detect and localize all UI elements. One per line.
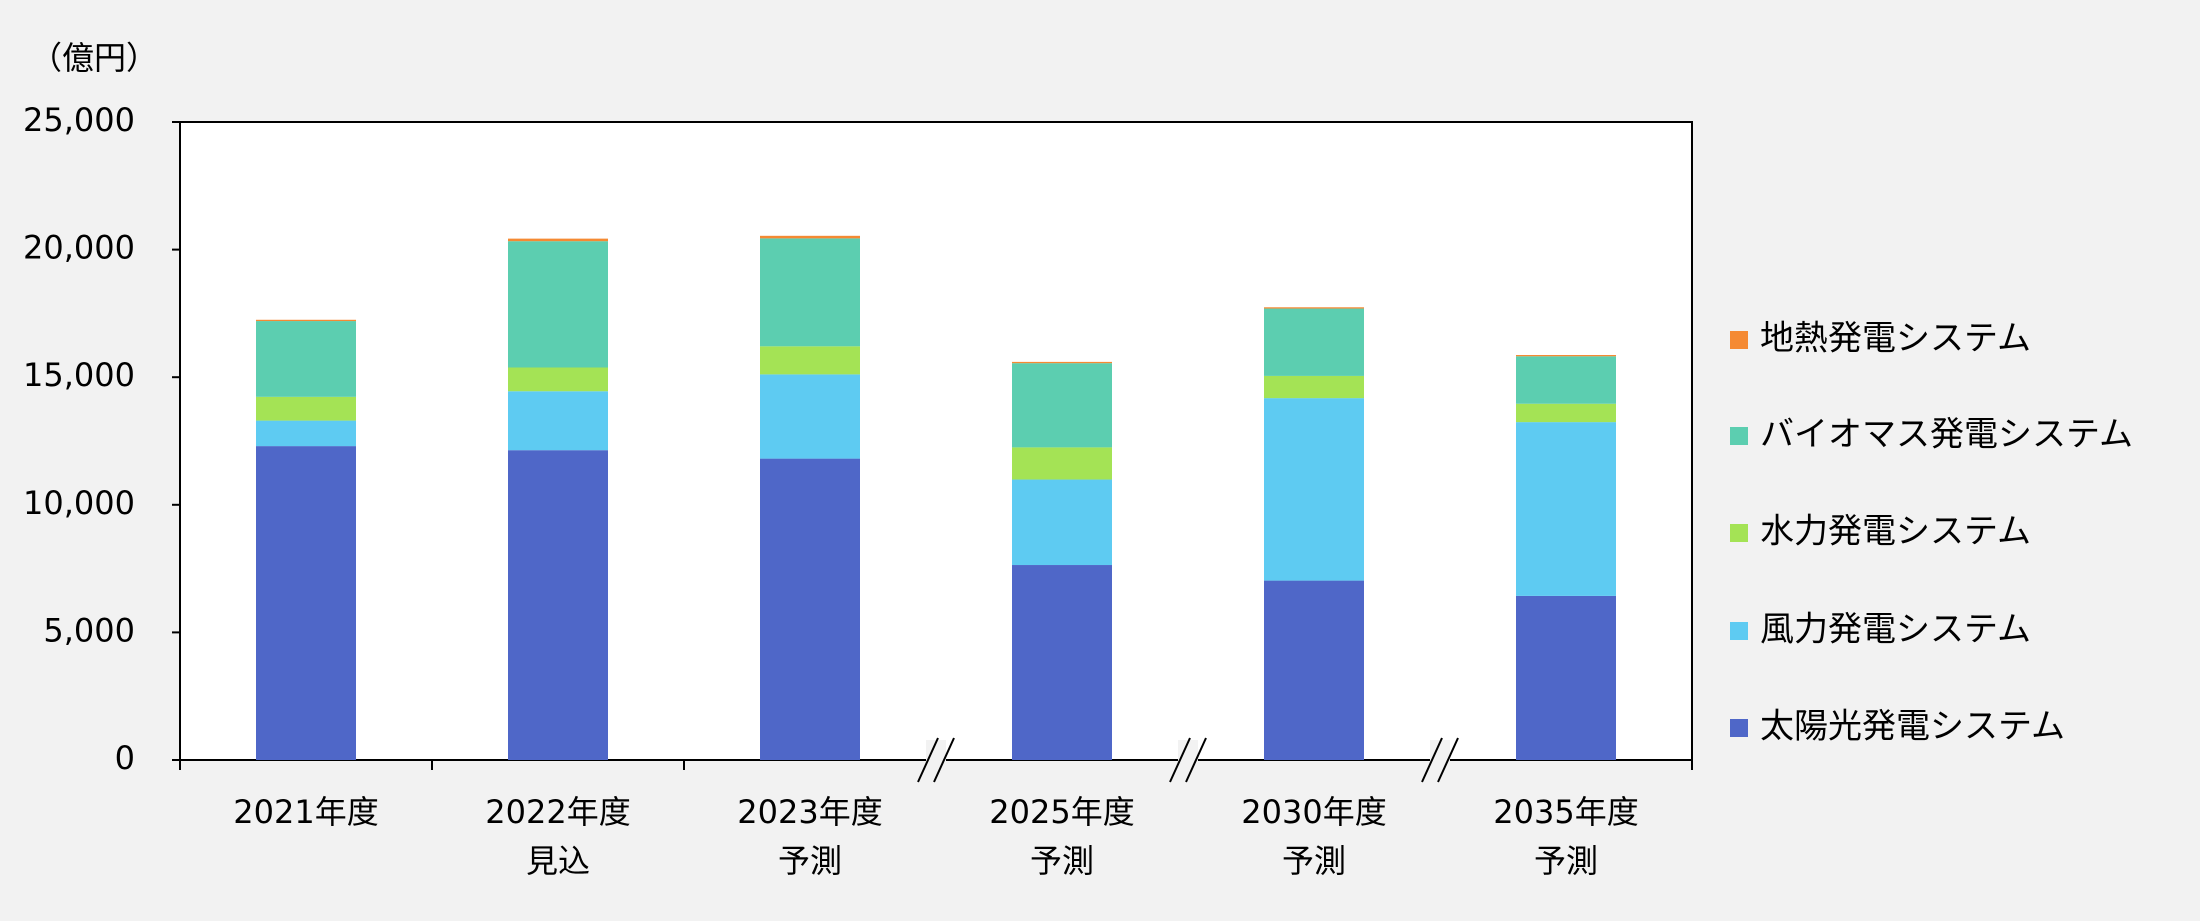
- bar-segment: [1264, 308, 1364, 376]
- bar-segment: [1516, 595, 1616, 760]
- x-tick-label: 2023年度予測: [737, 793, 882, 880]
- bar-segment: [508, 391, 608, 451]
- bar-segment: [1516, 356, 1616, 404]
- y-tick-label: 20,000: [23, 229, 135, 267]
- bar-segment: [508, 367, 608, 392]
- bar-segment: [1012, 565, 1112, 760]
- bar-segment: [1516, 422, 1616, 596]
- bar-segment: [508, 238, 608, 242]
- legend-label: 水力発電システム: [1760, 512, 2031, 552]
- y-tick-label: 10,000: [23, 484, 135, 522]
- axis-break-line: [1437, 737, 1459, 783]
- bar-segment: [760, 238, 860, 347]
- legend-swatch: [1730, 622, 1748, 640]
- bar-segment: [1264, 398, 1364, 581]
- legend-swatch: [1730, 524, 1748, 542]
- bar-segment: [256, 319, 356, 322]
- axis-break: [1178, 740, 1198, 780]
- axis-break-line: [1169, 737, 1191, 783]
- axis-break-line: [933, 737, 955, 783]
- bar-segment: [760, 346, 860, 375]
- bar-segment: [1012, 363, 1112, 448]
- bar-segment: [1264, 580, 1364, 760]
- axis-break: [926, 740, 946, 780]
- y-tick-label: 5,000: [43, 611, 135, 649]
- bar-segment: [760, 374, 860, 459]
- legend-label: 太陽光発電システム: [1760, 707, 2065, 747]
- y-axis-unit: （億円）: [30, 39, 158, 77]
- bar-segment: [256, 321, 356, 397]
- legend-swatch: [1730, 427, 1748, 445]
- x-tick-label: 2025年度予測: [989, 793, 1134, 880]
- bar-segment: [760, 235, 860, 239]
- plot-area: [179, 121, 1693, 761]
- bar-segment: [256, 396, 356, 421]
- legend-swatch: [1730, 719, 1748, 737]
- legend-label: 風力発電システム: [1760, 610, 2031, 650]
- legend-label: バイオマス発電システム: [1760, 415, 2133, 455]
- bar-segment: [1264, 307, 1364, 309]
- x-tick-label: 2021年度: [233, 793, 378, 831]
- bar-segment: [508, 241, 608, 368]
- y-tick-label: 15,000: [23, 356, 135, 394]
- x-tick-label: 2035年度予測: [1493, 793, 1638, 880]
- bar-segment: [760, 458, 860, 760]
- bar-segment: [256, 446, 356, 760]
- axis-break-line: [1185, 737, 1207, 783]
- legend-label: 地熱発電システム: [1760, 319, 2031, 359]
- bar-segment: [1516, 354, 1616, 357]
- bar-segment: [1012, 361, 1112, 364]
- bar-segment: [508, 450, 608, 760]
- x-tick-label: 2030年度予測: [1241, 793, 1386, 880]
- bar-segment: [1516, 403, 1616, 423]
- x-tick-label: 2022年度見込: [485, 793, 630, 880]
- bar-segment: [1012, 479, 1112, 566]
- axis-break: [1430, 740, 1450, 780]
- y-tick-label: 0: [115, 739, 135, 777]
- bar-segment: [256, 420, 356, 447]
- y-tick-label: 25,000: [23, 101, 135, 139]
- bar-segment: [1012, 447, 1112, 480]
- bar-segment: [1264, 375, 1364, 399]
- axis-break-line: [1421, 737, 1443, 783]
- axis-break-line: [917, 737, 939, 783]
- legend-swatch: [1730, 331, 1748, 349]
